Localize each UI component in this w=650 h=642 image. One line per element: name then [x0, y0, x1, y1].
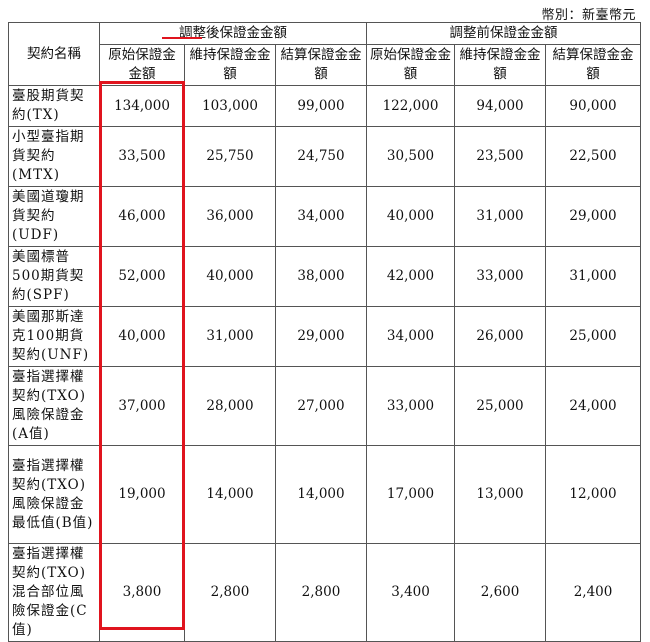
after-clearing-margin: 29,000 — [274, 306, 368, 367]
contract-name: 美國標普500期貨契約(SPF) — [8, 246, 100, 307]
contract-name: 美國道瓊期貨契約(UDF) — [8, 186, 100, 247]
after-maintenance-margin: 25,750 — [184, 126, 276, 187]
table-row: 美國道瓊期貨契約(UDF) 46,000 36,000 34,000 40,00… — [8, 186, 642, 247]
after-initial-margin: 46,000 — [99, 186, 185, 247]
after-clearing-margin: 2,800 — [274, 543, 368, 642]
before-maintenance-margin: 13,000 — [454, 445, 547, 544]
table-row: 美國那斯達克100期貨契約(UNF) 40,000 31,000 29,000 … — [8, 306, 642, 367]
after-initial-margin: 40,000 — [99, 306, 185, 367]
header-before-initial: 原始保證金金額 — [366, 44, 456, 86]
before-maintenance-margin: 26,000 — [454, 306, 547, 367]
after-maintenance-margin: 31,000 — [184, 306, 276, 367]
table-row: 臺股期貨契約(TX) 134,000 103,000 99,000 122,00… — [8, 85, 642, 127]
header-after-maintenance: 維持保證金金額 — [184, 44, 276, 86]
before-clearing-margin: 22,500 — [545, 126, 642, 187]
after-initial-margin: 19,000 — [99, 445, 185, 544]
header-after-initial: 原始保證金金額 — [99, 44, 185, 86]
contract-name: 美國那斯達克100期貨契約(UNF) — [8, 306, 100, 367]
before-maintenance-margin: 23,500 — [454, 126, 547, 187]
before-initial-margin: 40,000 — [366, 186, 456, 247]
before-initial-margin: 30,500 — [366, 126, 456, 187]
before-clearing-margin: 25,000 — [545, 306, 642, 367]
after-clearing-margin: 34,000 — [274, 186, 368, 247]
table-row: 臺指選擇權契約(TXO)混合部位風險保證金(C值) 3,800 2,800 2,… — [8, 543, 642, 642]
contract-name: 小型臺指期貨契約(MTX) — [8, 126, 100, 187]
contract-name: 臺指選擇權契約(TXO)混合部位風險保證金(C值) — [8, 543, 100, 642]
currency-label: 幣別：新臺幣元 — [541, 8, 636, 23]
before-maintenance-margin: 33,000 — [454, 246, 547, 307]
header-before-clearing: 結算保證金金額 — [545, 44, 642, 86]
table-row: 臺指選擇權契約(TXO)風險保證金最低值(B值) 19,000 14,000 1… — [8, 445, 642, 544]
header-after-clearing: 結算保證金金額 — [274, 44, 368, 86]
after-initial-margin: 52,000 — [99, 246, 185, 307]
before-maintenance-margin: 2,600 — [454, 543, 547, 642]
header-contract-name: 契約名稱 — [8, 22, 100, 86]
before-initial-margin: 42,000 — [366, 246, 456, 307]
after-maintenance-margin: 14,000 — [184, 445, 276, 544]
contract-name: 臺指選擇權契約(TXO)風險保證金最低值(B值) — [8, 445, 100, 544]
after-clearing-margin: 24,750 — [274, 126, 368, 187]
after-maintenance-margin: 28,000 — [184, 366, 276, 446]
margin-table: 契約名稱 調整後保證金金額 調整前保證金金額 原始保證金金額 維持保證金金額 結… — [8, 22, 642, 642]
before-clearing-margin: 2,400 — [545, 543, 642, 642]
table-row: 美國標普500期貨契約(SPF) 52,000 40,000 38,000 42… — [8, 246, 642, 307]
before-clearing-margin: 24,000 — [545, 366, 642, 446]
after-maintenance-margin: 36,000 — [184, 186, 276, 247]
after-initial-margin: 37,000 — [99, 366, 185, 446]
after-initial-margin: 3,800 — [99, 543, 185, 642]
before-clearing-margin: 90,000 — [545, 85, 642, 127]
before-clearing-margin: 29,000 — [545, 186, 642, 247]
after-clearing-margin: 14,000 — [274, 445, 368, 544]
after-clearing-margin: 99,000 — [274, 85, 368, 127]
before-maintenance-margin: 31,000 — [454, 186, 547, 247]
before-maintenance-margin: 94,000 — [454, 85, 547, 127]
table-row: 臺指選擇權契約(TXO)風險保證金(A值) 37,000 28,000 27,0… — [8, 366, 642, 446]
before-initial-margin: 3,400 — [366, 543, 456, 642]
contract-name: 臺股期貨契約(TX) — [8, 85, 100, 127]
after-clearing-margin: 38,000 — [274, 246, 368, 307]
header-after-group: 調整後保證金金額 — [98, 22, 368, 45]
after-maintenance-margin: 40,000 — [184, 246, 276, 307]
before-maintenance-margin: 25,000 — [454, 366, 547, 446]
after-maintenance-margin: 2,800 — [184, 543, 276, 642]
table-row: 小型臺指期貨契約(MTX) 33,500 25,750 24,750 30,50… — [8, 126, 642, 187]
before-initial-margin: 34,000 — [366, 306, 456, 367]
before-clearing-margin: 12,000 — [545, 445, 642, 544]
after-maintenance-margin: 103,000 — [184, 85, 276, 127]
after-clearing-margin: 27,000 — [274, 366, 368, 446]
after-initial-margin: 33,500 — [99, 126, 185, 187]
before-initial-margin: 122,000 — [366, 85, 456, 127]
header-before-maintenance: 維持保證金金額 — [454, 44, 547, 86]
after-initial-margin: 134,000 — [99, 85, 185, 127]
contract-name: 臺指選擇權契約(TXO)風險保證金(A值) — [8, 366, 100, 446]
before-initial-margin: 17,000 — [366, 445, 456, 544]
before-initial-margin: 33,000 — [366, 366, 456, 446]
before-clearing-margin: 31,000 — [545, 246, 642, 307]
header-before-group: 調整前保證金金額 — [366, 22, 642, 45]
